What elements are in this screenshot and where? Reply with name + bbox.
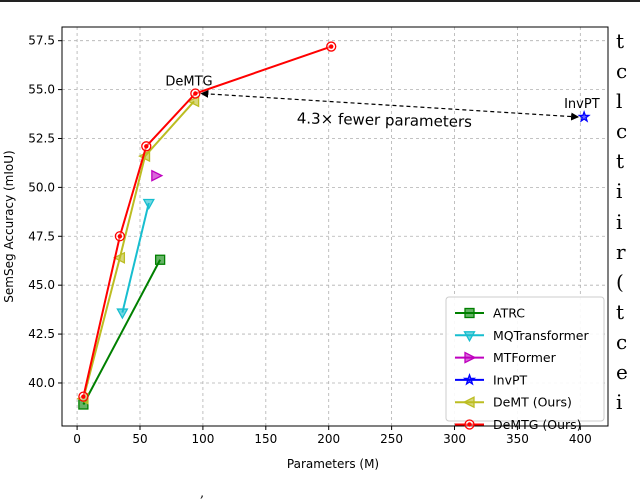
annotation-fewer-parameters: 4.3× fewer parameters <box>297 109 473 131</box>
data-point-demtg-ours-center <box>117 234 123 239</box>
series-mqtransformer <box>116 198 155 320</box>
legend-marker <box>462 372 477 386</box>
side-text-line: r <box>616 239 626 264</box>
data-point-mtformer <box>151 169 164 182</box>
side-text-line: e <box>616 360 628 385</box>
data-point-demtg-ours-center <box>81 394 86 399</box>
series-invpt <box>577 110 591 123</box>
y-axis-label: SemSeg Accuracy (mIoU) <box>2 150 16 302</box>
data-point-demtg-ours-center <box>144 144 149 149</box>
series-line-atrc <box>82 259 162 405</box>
side-text-line: l <box>616 89 623 114</box>
legend-label: MQTransformer <box>493 328 589 343</box>
side-text-line: ( <box>616 269 624 294</box>
plot-frame <box>61 26 609 427</box>
data-point-demt-ours <box>187 95 200 108</box>
y-tick-label: 50.0 <box>28 180 55 194</box>
series-mtformer <box>151 169 164 182</box>
data-point-atrc <box>154 254 166 265</box>
x-tick-label: 100 <box>191 432 214 446</box>
side-text-line: i <box>616 179 623 204</box>
legend-label: MTFormer <box>493 350 557 365</box>
data-point-demt-ours <box>112 251 126 264</box>
annotation-invpt: InvPT <box>564 97 600 112</box>
series-line-mqtransformer <box>121 202 150 313</box>
legend-marker <box>463 331 476 343</box>
legend-label: ATRC <box>493 306 525 321</box>
x-tick-label: 0 <box>73 432 81 446</box>
legend-label: DeMT (Ours) <box>493 395 572 410</box>
chart: 0 50 100 150 200 250 300 350 400 40.0 42.5 45.0 47.5… <box>2 26 609 471</box>
legend-marker <box>464 307 475 319</box>
y-tick-label: 40.0 <box>28 376 55 390</box>
x-tick-label: 50 <box>132 432 147 446</box>
side-text-line: c <box>616 59 628 84</box>
y-tick-label: 52.5 <box>28 131 55 145</box>
side-text-line: t <box>616 29 625 53</box>
side-text-line: c <box>616 329 628 354</box>
legend-marker-center <box>467 422 472 427</box>
side-text-line: t <box>616 299 625 324</box>
legend-marker <box>464 351 477 364</box>
side-text-line: i <box>616 209 623 234</box>
side-text-line: i <box>616 390 623 415</box>
bottom-text-fragment: , <box>200 486 205 501</box>
y-tick-label: 55.0 <box>28 83 55 97</box>
legend-marker <box>462 396 475 409</box>
y-tick-label: 45.0 <box>28 278 55 292</box>
x-axis-label: Parameters (M) <box>287 457 379 471</box>
legend-label: DeMTG (Ours) <box>493 417 582 432</box>
data-point-mqtransformer <box>116 308 129 320</box>
data-point-mqtransformer <box>142 198 155 210</box>
side-text-line: c <box>616 119 628 144</box>
x-tick-label: 250 <box>380 432 403 446</box>
y-tick-label: 42.5 <box>28 327 55 341</box>
side-text-line: t <box>616 149 625 174</box>
side-text: t c l c t i i r(t c e i <box>616 26 640 417</box>
top-rule <box>0 0 640 2</box>
x-tick-label: 200 <box>317 432 340 446</box>
data-point-demtg-ours-center <box>193 91 198 96</box>
series-demtg-ours <box>78 41 337 402</box>
x-tick-label: 350 <box>506 432 529 446</box>
x-tick-label: 400 <box>569 432 592 446</box>
series-atrc <box>78 254 166 410</box>
legend-box <box>445 296 605 422</box>
y-tick-label: 57.5 <box>28 34 55 48</box>
x-tick-label: 300 <box>443 432 466 446</box>
data-point-demtg-ours-center <box>329 44 334 49</box>
annotation-demtg: DeMTG <box>165 75 212 90</box>
series-line-demt-ours <box>82 100 195 399</box>
y-tick-label: 47.5 <box>28 229 55 243</box>
data-point-invpt <box>577 110 591 123</box>
legend-label: InvPT <box>493 372 528 387</box>
x-tick-label: 150 <box>254 432 277 446</box>
legend: ATRC MQTransformer MTFormer InvPT DeMT (Ours… <box>445 296 605 432</box>
